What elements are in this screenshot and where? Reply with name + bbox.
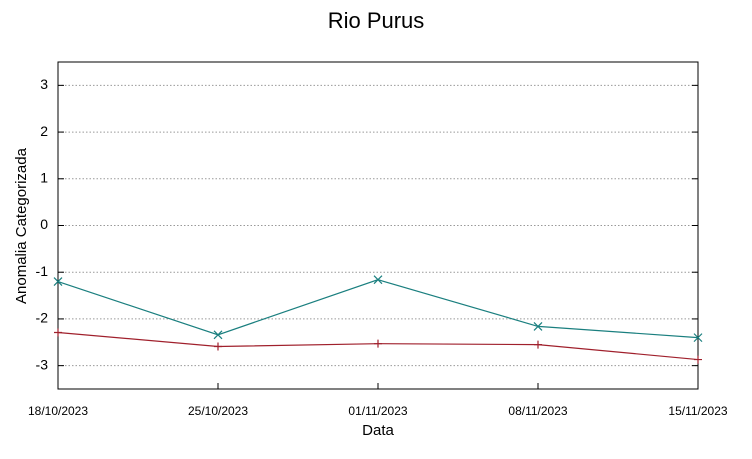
point-marker bbox=[534, 340, 542, 349]
point-marker bbox=[533, 321, 543, 331]
y-tick-label: 2 bbox=[40, 123, 48, 139]
point-marker bbox=[374, 339, 382, 348]
point-marker bbox=[53, 277, 63, 286]
x-tick-label: 08/11/2023 bbox=[508, 404, 567, 418]
series-line bbox=[57, 279, 699, 339]
y-tick-label: -1 bbox=[36, 263, 49, 279]
point-marker bbox=[213, 330, 223, 340]
x-tick-label: 18/10/2023 bbox=[28, 404, 88, 418]
x-tick-label: 25/10/2023 bbox=[188, 404, 248, 418]
y-tick-label: 0 bbox=[40, 216, 48, 232]
y-tick-label: 3 bbox=[40, 76, 48, 92]
chart-title: Rio Purus bbox=[328, 8, 425, 33]
x-tick-label: 01/11/2023 bbox=[348, 404, 407, 418]
plot-frame bbox=[57, 61, 699, 390]
y-tick-label: 1 bbox=[40, 169, 48, 185]
y-tick-label: -2 bbox=[36, 310, 49, 326]
point-marker bbox=[54, 328, 62, 337]
x-tick-label: 15/11/2023 bbox=[668, 404, 727, 418]
point-marker bbox=[214, 342, 222, 351]
y-tick-label: -3 bbox=[36, 356, 49, 372]
point-marker bbox=[693, 333, 703, 343]
point-marker bbox=[694, 355, 702, 364]
y-axis-label: Anomalia Categorizada bbox=[13, 147, 30, 304]
point-marker bbox=[373, 275, 383, 285]
x-axis-label: Data bbox=[362, 422, 394, 439]
